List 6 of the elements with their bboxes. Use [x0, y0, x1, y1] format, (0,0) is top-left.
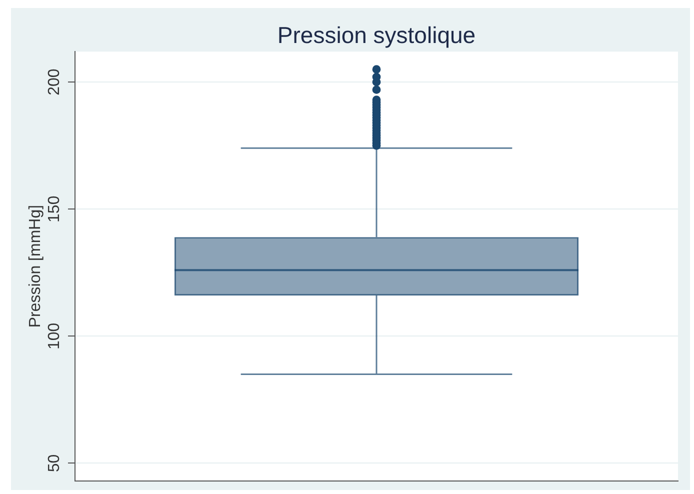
chart-title: Pression systolique	[277, 22, 476, 48]
y-tick-label: 200	[46, 68, 64, 96]
y-axis-title: Pression [mmHg]	[27, 204, 44, 328]
y-tick-label: 100	[46, 322, 64, 350]
y-tick-label: 150	[46, 196, 64, 222]
y-tick-label: 50	[46, 454, 64, 472]
